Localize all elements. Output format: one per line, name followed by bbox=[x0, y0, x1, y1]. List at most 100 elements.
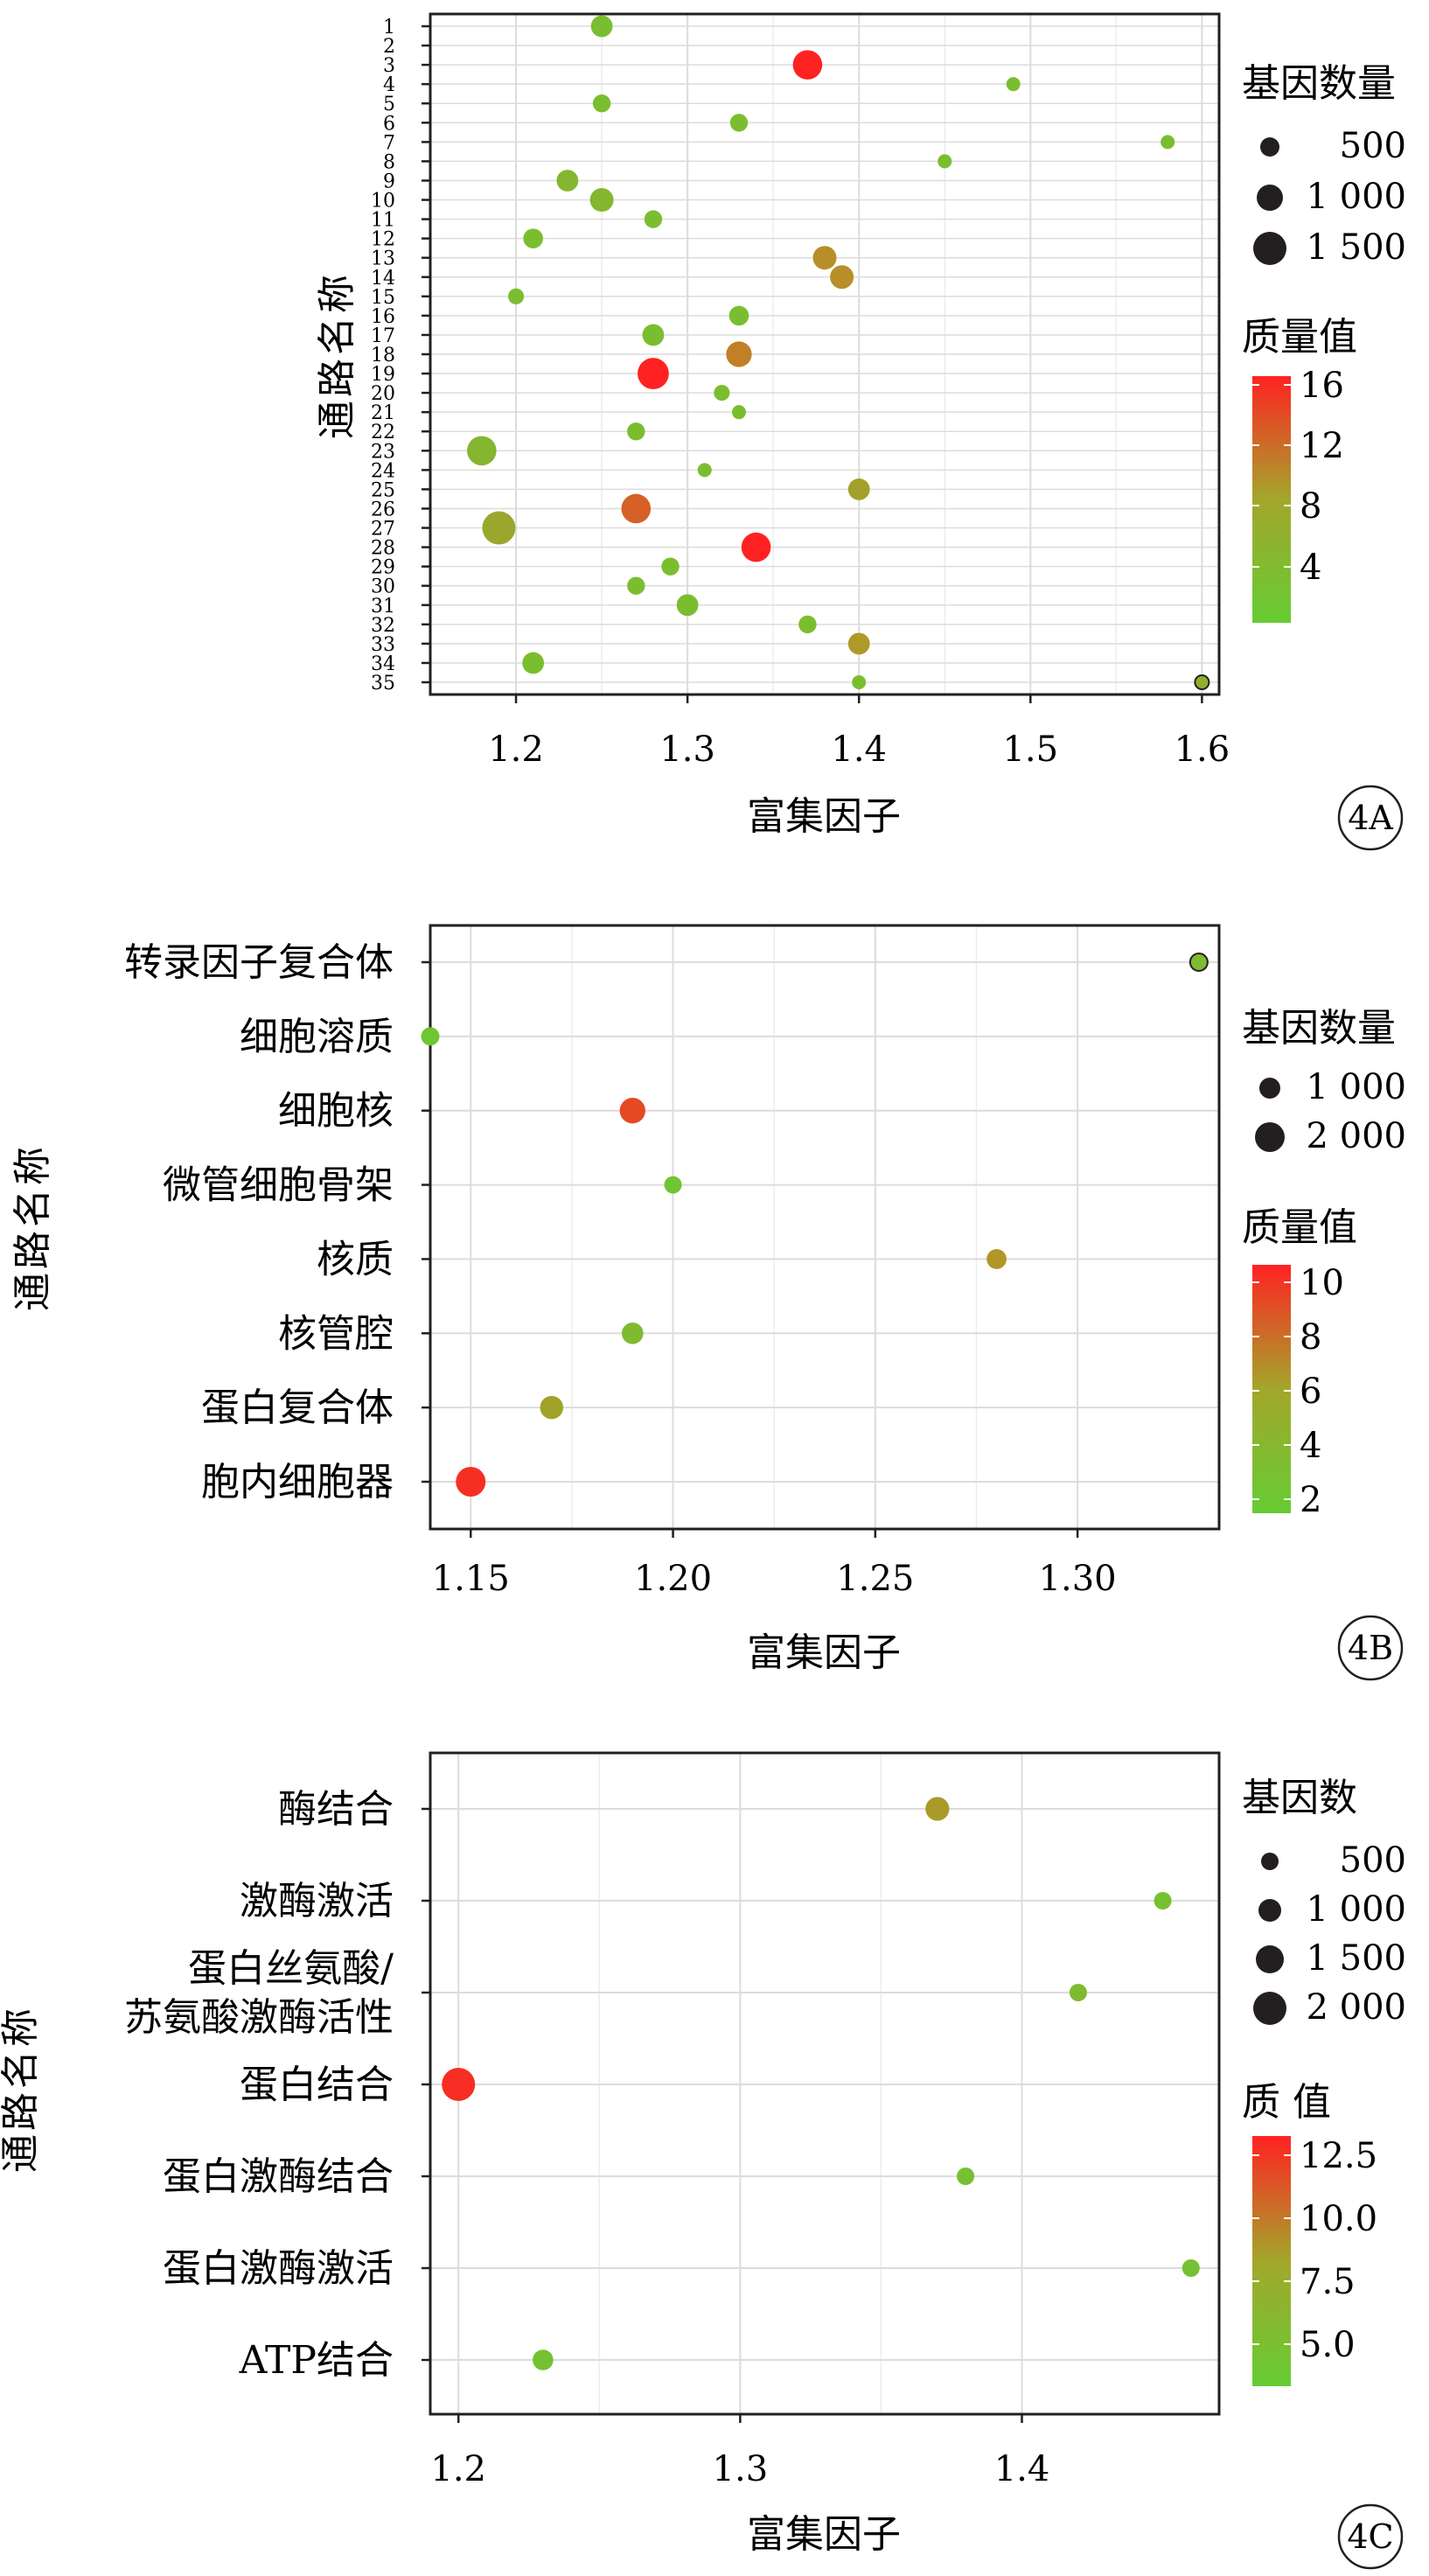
color-tick-5-4c: 5.0 bbox=[1300, 2325, 1356, 2365]
data-point bbox=[592, 94, 611, 113]
data-point bbox=[729, 114, 749, 132]
data-point bbox=[1161, 135, 1175, 150]
y-category-label: 17 bbox=[371, 325, 395, 347]
size-legend-dot-2000-4c bbox=[1253, 1992, 1286, 2025]
data-point bbox=[507, 288, 525, 304]
x-tick-label: 1.3 bbox=[713, 2449, 769, 2489]
color-tick-8-4a: 8 bbox=[1300, 486, 1321, 527]
y-category-label: 蛋白激酶结合 bbox=[163, 2154, 394, 2199]
y-axis-title-4a: 通路名称 bbox=[315, 271, 359, 439]
data-point bbox=[661, 557, 680, 576]
y-category-label: 18 bbox=[371, 345, 395, 367]
data-point bbox=[676, 594, 699, 617]
color-legend-ticks-4b: 10 8 6 4 2 bbox=[1252, 1263, 1344, 1520]
data-point bbox=[792, 50, 823, 80]
y-category-label: 19 bbox=[371, 364, 395, 386]
size-legend-dot-2000-4b bbox=[1255, 1122, 1285, 1152]
x-tick-label: 1.25 bbox=[836, 1559, 914, 1599]
data-point bbox=[523, 228, 543, 248]
x-tick-label: 1.3 bbox=[659, 730, 715, 770]
color-bar-4b bbox=[1252, 1265, 1291, 1513]
color-tick-16-4a: 16 bbox=[1300, 366, 1344, 406]
data-point bbox=[728, 305, 749, 326]
size-legend-dot-1000-4c bbox=[1258, 1899, 1281, 1922]
x-tick-label: 1.5 bbox=[1002, 730, 1058, 770]
size-legend-dot-1500-4c bbox=[1256, 1945, 1284, 1973]
grid-4a bbox=[430, 14, 1219, 695]
panel-label-circle-4b bbox=[1337, 1615, 1404, 1681]
y-axis-title-4c: 通路名称 bbox=[0, 2005, 43, 2173]
data-point bbox=[812, 246, 837, 270]
data-point bbox=[590, 15, 613, 38]
color-tick-10-4b: 10 bbox=[1300, 1263, 1344, 1303]
data-point bbox=[642, 324, 665, 346]
y-category-label: 11 bbox=[371, 210, 395, 232]
x-tick-labels-4c: 1.2 1.3 1.4 bbox=[430, 2414, 1049, 2489]
color-tick-7-5-4c: 7.5 bbox=[1300, 2262, 1356, 2302]
size-legend-label-4a: 1 000 bbox=[1306, 177, 1406, 217]
color-tick-10-4c: 10.0 bbox=[1300, 2199, 1377, 2239]
size-legend-label-4b: 1 000 bbox=[1306, 1067, 1406, 1107]
y-category-label: 6 bbox=[383, 113, 395, 135]
color-tick-8-4b: 8 bbox=[1300, 1317, 1321, 1358]
data-point bbox=[522, 652, 545, 674]
data-point bbox=[830, 265, 854, 290]
data-point bbox=[1194, 674, 1210, 690]
color-legend-ticks-4c: 12.5 10.0 7.5 5.0 bbox=[1252, 2136, 1377, 2365]
y-category-label: 15 bbox=[371, 287, 395, 309]
x-tick-label: 1.2 bbox=[430, 2449, 486, 2489]
y-tick-labels-4a: 1234567891011121314151617181920212223242… bbox=[371, 17, 430, 695]
y-category-label: 22 bbox=[371, 422, 395, 443]
data-point bbox=[421, 1027, 440, 1046]
size-legend-label-4b: 2 000 bbox=[1306, 1116, 1406, 1156]
y-category-label: 14 bbox=[371, 268, 395, 290]
data-point bbox=[1069, 1984, 1087, 2001]
data-point bbox=[627, 422, 645, 441]
y-category-label: 核管腔 bbox=[278, 1311, 394, 1356]
size-legend-dot-500-4c bbox=[1261, 1853, 1279, 1870]
y-category-label: 4 bbox=[383, 74, 395, 96]
x-tick-labels-4a: 1.2 1.3 1.4 1.5 1.6 bbox=[488, 695, 1230, 770]
data-point bbox=[1006, 77, 1021, 92]
panel-label-4a: 4A bbox=[1348, 799, 1393, 837]
data-point bbox=[664, 1176, 682, 1194]
color-bar-4c bbox=[1252, 2136, 1291, 2386]
y-category-label: 32 bbox=[371, 615, 395, 637]
y-category-label: 16 bbox=[371, 306, 395, 328]
y-category-label: 12 bbox=[371, 229, 395, 251]
color-tick-2-4b: 2 bbox=[1300, 1480, 1321, 1520]
y-category-label: 13 bbox=[371, 248, 395, 270]
panel-label-circle-4a bbox=[1337, 785, 1404, 851]
data-point bbox=[731, 405, 746, 420]
data-point bbox=[1189, 953, 1209, 972]
chart-4a: 1234567891011121314151617181920212223242… bbox=[315, 12, 1406, 851]
data-point bbox=[726, 341, 752, 367]
y-category-label: 胞内细胞器 bbox=[201, 1460, 394, 1504]
size-legend-dot-1000-4a bbox=[1257, 185, 1283, 211]
y-category-label: 30 bbox=[371, 576, 395, 598]
x-axis-title-4a: 富集因子 bbox=[747, 794, 901, 839]
data-point bbox=[638, 358, 669, 389]
y-category-label: 27 bbox=[371, 519, 395, 541]
data-point bbox=[442, 2068, 476, 2101]
points-4a bbox=[467, 15, 1210, 690]
x-tick-labels-4b: 1.15 1.20 1.25 1.30 bbox=[432, 1529, 1117, 1599]
y-category-label: 苏氨酸激酶活性 bbox=[124, 1995, 394, 2040]
y-category-label: 转录因子复合体 bbox=[124, 940, 394, 985]
y-category-label: 10 bbox=[371, 191, 395, 213]
data-point bbox=[621, 493, 652, 524]
panel-label-4b: 4B bbox=[1348, 1629, 1393, 1667]
color-tick-12-5-4c: 12.5 bbox=[1300, 2136, 1377, 2176]
data-point bbox=[697, 463, 712, 478]
size-legend-label-4c: 1 500 bbox=[1306, 1938, 1406, 1979]
size-legend-title-4a: 基因数量 bbox=[1242, 61, 1396, 106]
y-category-label: 细胞核 bbox=[278, 1089, 394, 1134]
y-category-label: 25 bbox=[371, 479, 395, 501]
data-point bbox=[925, 1797, 950, 1821]
x-tick-label: 1.4 bbox=[831, 730, 887, 770]
color-tick-4-4b: 4 bbox=[1300, 1426, 1321, 1466]
